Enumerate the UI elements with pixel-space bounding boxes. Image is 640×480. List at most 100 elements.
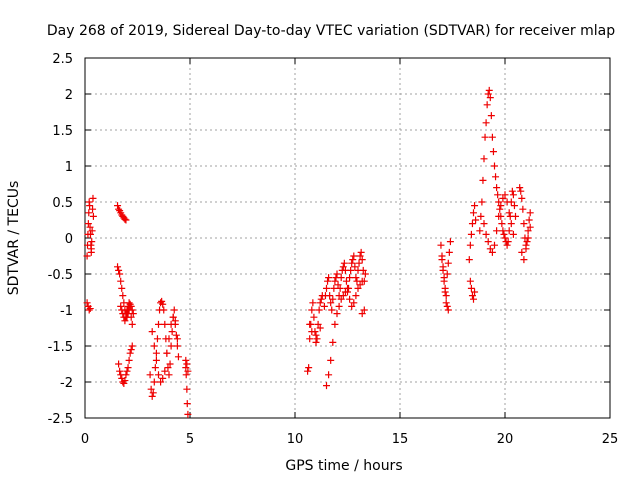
data-point bbox=[173, 342, 181, 350]
data-point bbox=[442, 292, 450, 300]
data-point bbox=[522, 245, 530, 253]
data-point bbox=[128, 342, 136, 350]
data-point bbox=[327, 356, 335, 364]
data-point bbox=[313, 335, 321, 343]
data-point bbox=[115, 266, 123, 274]
data-point bbox=[163, 349, 171, 357]
data-point bbox=[357, 248, 365, 256]
data-point bbox=[329, 295, 337, 303]
data-point bbox=[323, 284, 330, 292]
data-point bbox=[161, 367, 169, 375]
data-point bbox=[84, 220, 92, 228]
x-tick-label: 15 bbox=[392, 432, 409, 447]
data-point bbox=[309, 299, 317, 307]
data-point bbox=[85, 209, 93, 217]
data-point bbox=[496, 205, 504, 213]
data-point bbox=[114, 202, 122, 210]
data-point bbox=[512, 212, 519, 220]
data-point bbox=[86, 223, 94, 231]
data-point bbox=[183, 360, 191, 368]
data-point bbox=[441, 284, 449, 292]
data-point bbox=[150, 378, 158, 386]
data-point bbox=[323, 382, 330, 390]
data-point bbox=[499, 227, 507, 235]
data-point bbox=[508, 187, 516, 195]
data-point bbox=[182, 356, 190, 364]
data-point bbox=[498, 220, 506, 228]
data-point bbox=[466, 241, 474, 249]
data-point bbox=[359, 266, 367, 274]
data-point bbox=[331, 277, 339, 285]
data-point bbox=[114, 263, 122, 271]
y-tick-label: 0.5 bbox=[52, 196, 73, 211]
data-point bbox=[115, 360, 123, 368]
data-point bbox=[481, 133, 489, 141]
data-point bbox=[517, 187, 525, 195]
x-tick-label: 0 bbox=[81, 432, 89, 447]
data-point bbox=[149, 389, 157, 397]
data-point bbox=[510, 202, 518, 210]
data-point bbox=[484, 90, 492, 98]
data-point bbox=[482, 230, 490, 238]
data-point bbox=[155, 371, 162, 379]
data-point bbox=[470, 295, 477, 303]
x-tick-label: 25 bbox=[602, 432, 619, 447]
data-point bbox=[480, 220, 488, 228]
data-point bbox=[117, 277, 125, 285]
data-point bbox=[358, 256, 366, 264]
data-point bbox=[89, 212, 97, 220]
data-point bbox=[122, 216, 130, 224]
data-point bbox=[86, 230, 94, 238]
data-point bbox=[125, 356, 133, 364]
y-tick-label: -2 bbox=[60, 376, 73, 391]
data-point bbox=[148, 328, 156, 336]
data-point bbox=[329, 338, 337, 346]
data-point bbox=[164, 364, 172, 372]
y-axis-label: SDTVAR / TECUs bbox=[6, 181, 22, 296]
data-point bbox=[88, 238, 96, 246]
data-point bbox=[471, 202, 479, 210]
data-point bbox=[438, 256, 446, 264]
data-point bbox=[518, 248, 526, 256]
data-point bbox=[342, 277, 350, 285]
data-point bbox=[351, 263, 359, 271]
data-point bbox=[340, 259, 348, 267]
data-point bbox=[344, 284, 351, 292]
y-tick-label: 1 bbox=[65, 160, 73, 175]
data-point bbox=[468, 292, 476, 300]
data-point bbox=[442, 299, 450, 307]
data-point bbox=[337, 295, 345, 303]
data-point bbox=[356, 281, 364, 289]
data-point bbox=[524, 234, 532, 242]
data-point bbox=[89, 194, 97, 202]
data-point bbox=[444, 259, 452, 267]
data-point bbox=[500, 230, 508, 238]
data-point bbox=[127, 346, 135, 354]
y-tick-label: -2.5 bbox=[48, 412, 73, 427]
data-point bbox=[316, 324, 324, 332]
data-point bbox=[119, 310, 127, 318]
data-point bbox=[339, 292, 347, 300]
data-point bbox=[361, 270, 369, 278]
data-point bbox=[121, 215, 129, 223]
data-point bbox=[505, 227, 513, 235]
data-point bbox=[129, 310, 137, 318]
data-point bbox=[182, 364, 190, 372]
data-point bbox=[504, 238, 512, 246]
data-point bbox=[183, 385, 191, 393]
data-point bbox=[470, 209, 477, 217]
data-point bbox=[476, 227, 484, 235]
data-point bbox=[146, 371, 154, 379]
data-point bbox=[507, 220, 515, 228]
data-point bbox=[465, 256, 473, 264]
data-point bbox=[89, 205, 97, 213]
data-point bbox=[312, 331, 320, 339]
data-point bbox=[444, 306, 452, 314]
data-point bbox=[486, 245, 494, 253]
data-point bbox=[157, 378, 165, 386]
data-point bbox=[346, 274, 354, 282]
data-point bbox=[491, 241, 498, 249]
data-point bbox=[308, 328, 316, 336]
data-point bbox=[324, 277, 332, 285]
x-tick-labels: 0 5 10 15 20 25 bbox=[81, 432, 618, 447]
